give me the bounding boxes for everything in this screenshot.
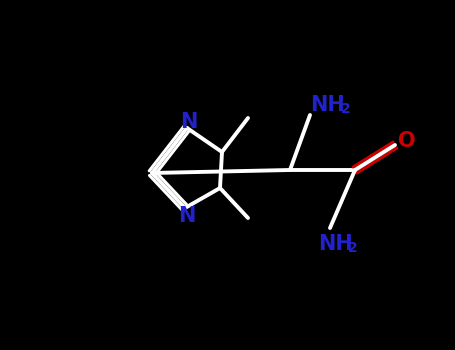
Text: O: O xyxy=(398,131,416,151)
Text: N: N xyxy=(178,206,196,226)
Text: NH: NH xyxy=(318,234,352,254)
Text: 2: 2 xyxy=(341,102,351,116)
Text: NH: NH xyxy=(311,95,345,115)
Text: 2: 2 xyxy=(348,241,358,255)
Text: N: N xyxy=(180,112,197,132)
